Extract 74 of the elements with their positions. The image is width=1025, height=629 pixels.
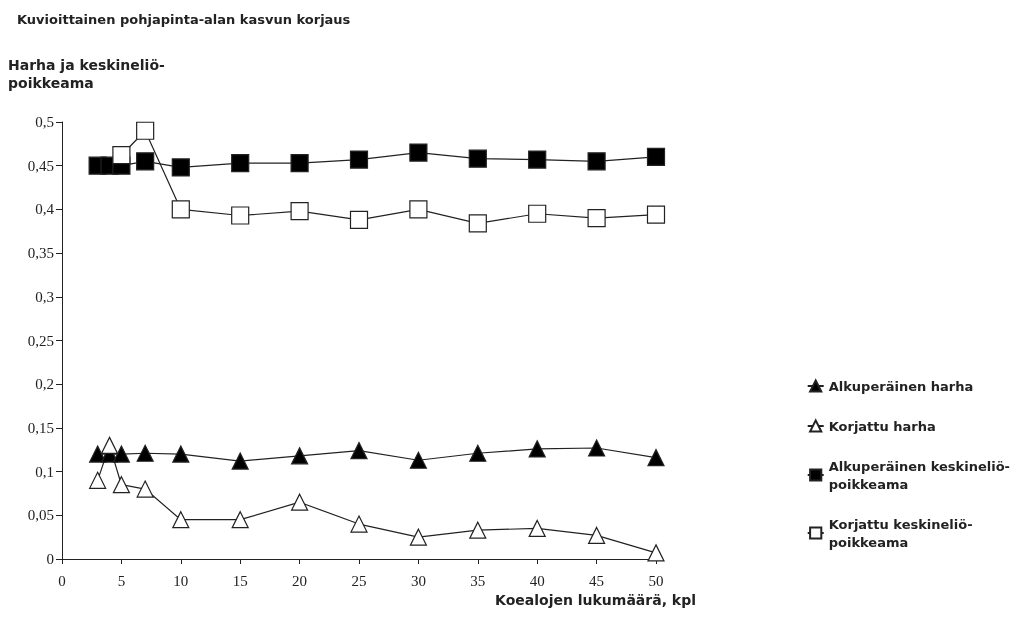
- y-tick-label: 0,25: [27, 332, 54, 349]
- x-tick-label: 25: [351, 572, 367, 589]
- point: [171, 158, 190, 177]
- point: [349, 210, 369, 229]
- x-tick-label: 50: [648, 572, 664, 589]
- y-tick-label: 0,2: [35, 376, 54, 393]
- point: [587, 152, 606, 171]
- point: [528, 519, 546, 538]
- point: [647, 544, 665, 562]
- y-tick-label: 0,35: [27, 245, 54, 262]
- point: [112, 146, 131, 165]
- point: [468, 214, 487, 233]
- point: [231, 206, 250, 225]
- point: [136, 480, 154, 498]
- y-tick-label: 0,3: [35, 288, 54, 305]
- point: [291, 493, 309, 511]
- point: [646, 147, 666, 167]
- point: [291, 447, 309, 465]
- legend-label: Alkuperäinen harha: [828, 378, 974, 394]
- point: [409, 528, 427, 546]
- y-tick-label: 0: [46, 551, 54, 567]
- point: [588, 439, 606, 457]
- point: [646, 205, 666, 224]
- x-tick-label: 20: [292, 572, 308, 589]
- y-tick-label: 0,15: [27, 419, 54, 436]
- point: [469, 521, 487, 539]
- point: [409, 451, 427, 469]
- point: [588, 526, 606, 544]
- x-tick-label: 15: [232, 572, 248, 589]
- point: [528, 440, 546, 458]
- legend-label: Korjattu harha: [828, 418, 936, 434]
- y-axis-title: Harha ja keskineliö-poikkeama: [8, 57, 166, 91]
- point: [231, 153, 250, 173]
- legend-label: Korjattu keskineliö-poikkeama: [828, 516, 973, 550]
- x-tick-label: 10: [173, 572, 189, 589]
- point: [350, 515, 368, 533]
- chart-title: Kuvioittainen pohjapinta-alan kasvun korjaus: [17, 12, 351, 27]
- y-tick-label: 0,45: [27, 157, 54, 174]
- point: [136, 121, 155, 140]
- point: [409, 143, 428, 162]
- point: [409, 200, 428, 219]
- point: [290, 202, 309, 221]
- x-tick-label: 0: [58, 572, 66, 589]
- point: [528, 204, 547, 223]
- x-tick-label: 30: [410, 572, 426, 589]
- point: [290, 153, 309, 173]
- point: [136, 444, 154, 462]
- point: [528, 150, 547, 169]
- point: [172, 445, 190, 463]
- point: [112, 445, 130, 463]
- point: [231, 452, 249, 470]
- x-tick-label: 45: [589, 572, 605, 589]
- point: [100, 436, 119, 454]
- y-tick-label: 0,5: [35, 114, 54, 130]
- x-tick-label: 5: [117, 572, 126, 589]
- point: [171, 200, 190, 219]
- legend-label: Alkuperäinen keskineliö-poikkeama: [828, 458, 1010, 492]
- point: [89, 471, 107, 489]
- point: [349, 150, 369, 169]
- x-tick-label: 40: [529, 572, 545, 589]
- x-tick-label: 35: [470, 572, 486, 589]
- point: [587, 209, 606, 228]
- point: [350, 442, 368, 460]
- point: [136, 152, 155, 171]
- point: [172, 511, 190, 529]
- y-tick-label: 0,05: [27, 507, 54, 524]
- point: [112, 476, 130, 494]
- point: [231, 511, 249, 529]
- y-tick-label: 0,4: [35, 201, 55, 218]
- point: [647, 449, 665, 467]
- point: [468, 149, 487, 168]
- x-axis-title: Koealojen lukumäärä, kpl: [495, 592, 696, 608]
- point: [469, 444, 487, 462]
- y-tick-label: 0,1: [35, 463, 54, 480]
